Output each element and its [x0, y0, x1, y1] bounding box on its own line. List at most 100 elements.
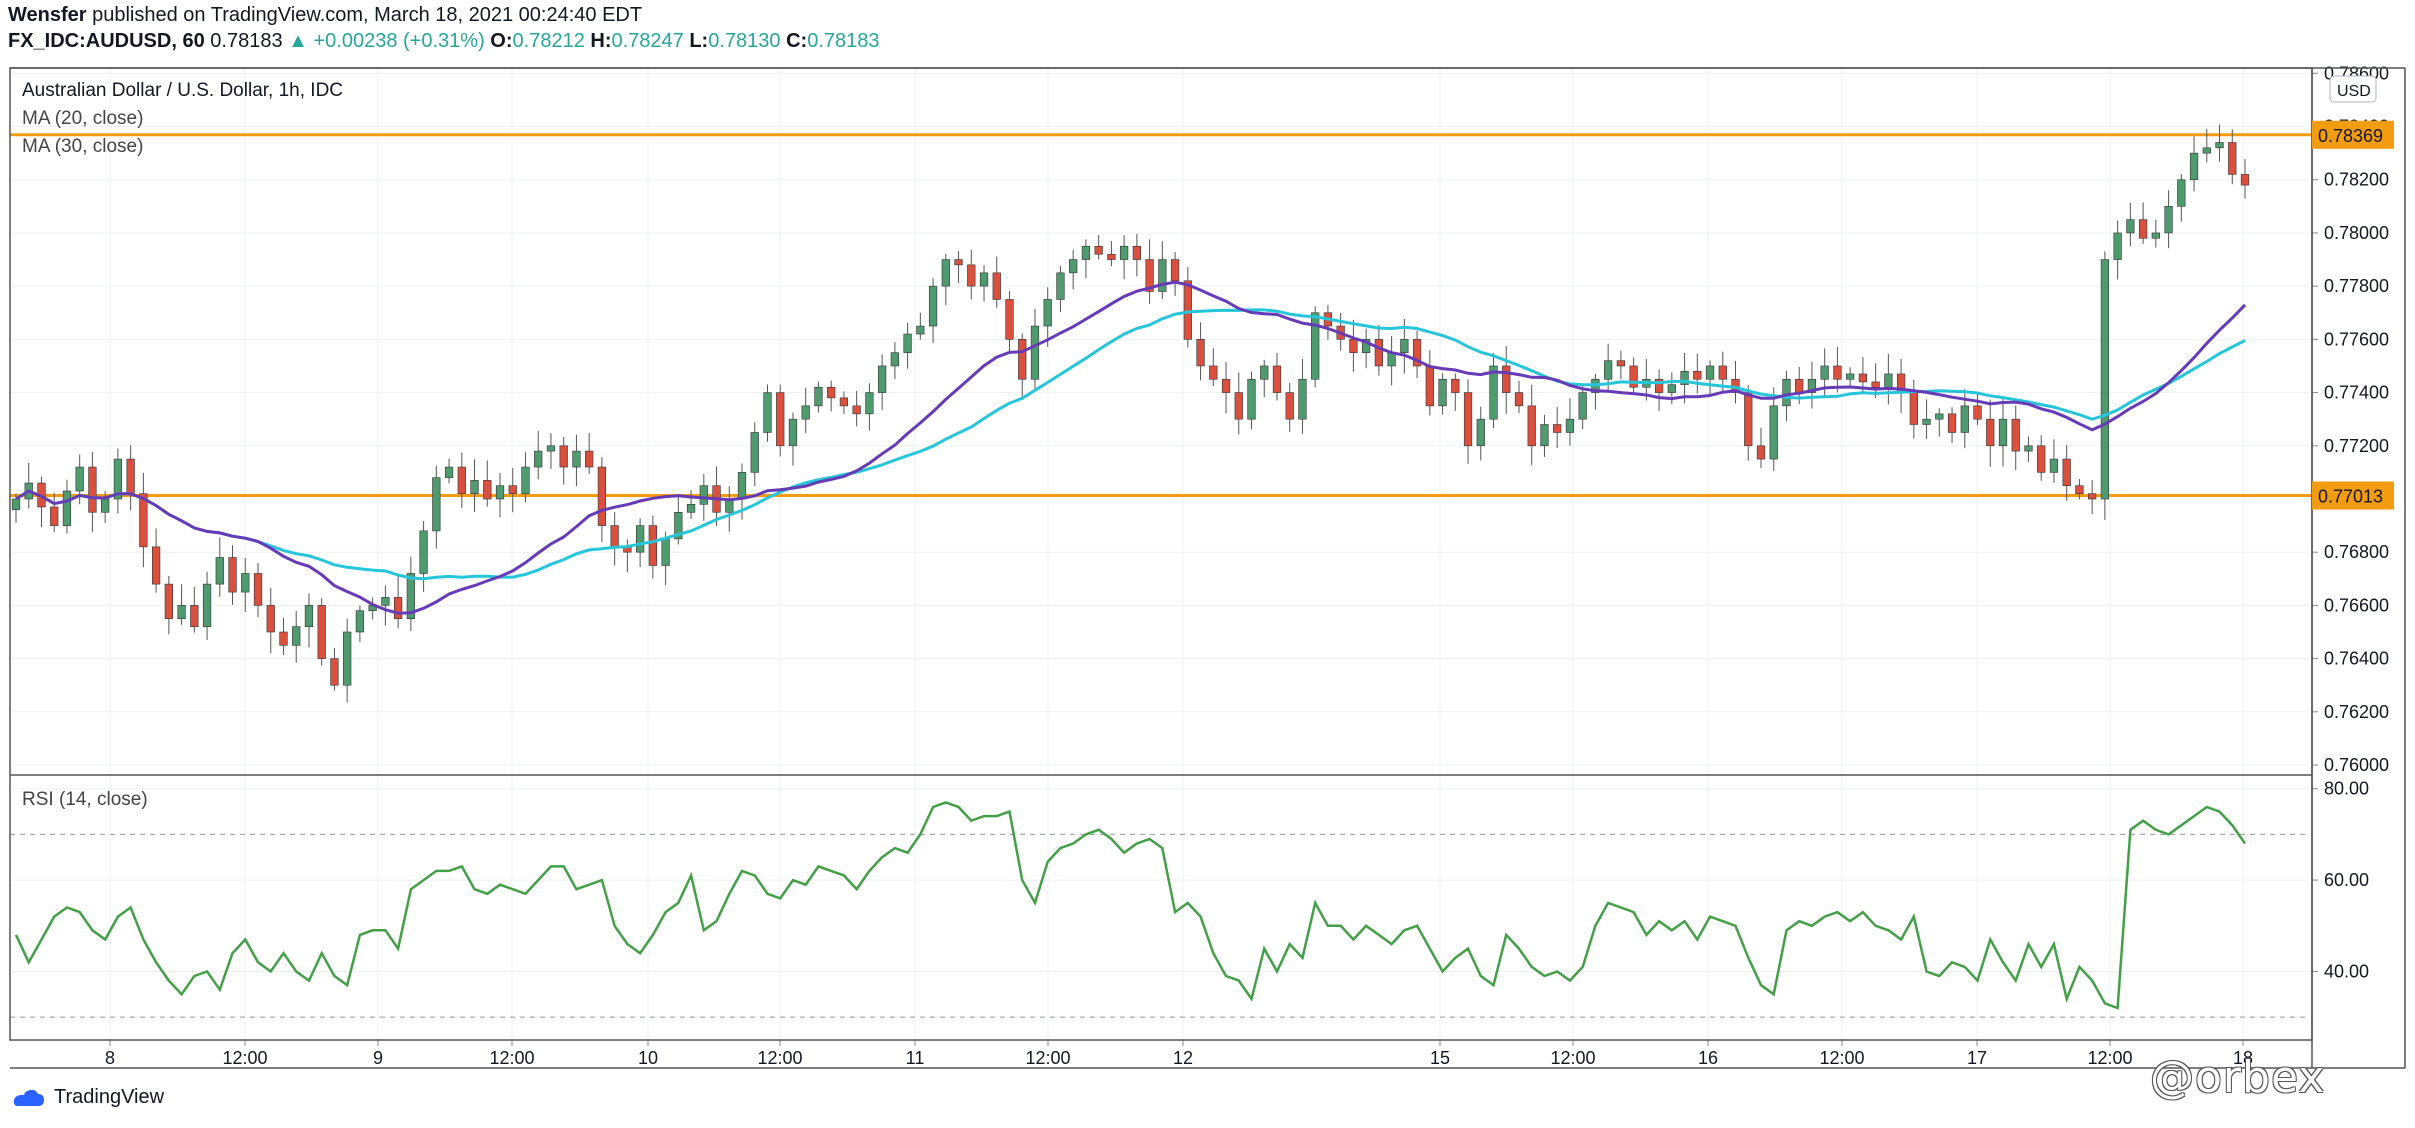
rsi-axis[interactable]: 80.00 60.00 40.00: [2312, 779, 2369, 982]
candle-down: [2138, 219, 2148, 239]
time-tick-label: 10: [638, 1048, 658, 1068]
candle-up: [1820, 365, 1829, 380]
candle-down: [1616, 360, 1626, 367]
rsi-legend[interactable]: RSI (14, close): [22, 789, 148, 810]
grid-lines: [10, 68, 2310, 1040]
candle-up: [2113, 232, 2122, 260]
author-name[interactable]: Wensfer: [8, 4, 87, 26]
candle-up: [444, 466, 454, 478]
candle-up: [241, 573, 250, 593]
candle-up: [432, 477, 441, 532]
candle-down: [1947, 413, 1957, 433]
candle-down: [1349, 339, 1358, 353]
candle-down: [2037, 445, 2046, 473]
candle-down: [1272, 365, 1282, 393]
candle-up: [292, 626, 301, 646]
time-tick-label: 18: [2233, 1048, 2253, 1068]
candle-down: [190, 605, 199, 627]
last-price: 0.78183: [210, 30, 283, 52]
candle-up: [1069, 259, 1078, 274]
candle-up: [1043, 299, 1052, 327]
time-tick-label: 12:00: [222, 1048, 267, 1068]
time-tick-label: 12:00: [489, 1048, 534, 1068]
candle-down: [151, 546, 161, 585]
candle-down: [992, 272, 1001, 300]
candle-down: [139, 493, 148, 548]
price-tick-label: 0.77800: [2324, 276, 2389, 296]
candle-down: [1107, 253, 1116, 260]
candle-down: [967, 264, 976, 287]
rsi-line: [14, 801, 2247, 1010]
price-level-badge[interactable]: [2312, 481, 2394, 510]
price-tick-label: 0.76600: [2324, 595, 2389, 615]
tradingview-logo[interactable]: TradingView: [10, 1086, 164, 1109]
time-tick-label: 17: [1967, 1048, 1987, 1068]
candle-up: [1158, 259, 1167, 292]
published-text: published on TradingView.com, March 18, …: [92, 4, 643, 26]
candle-down: [2011, 418, 2020, 452]
candle-up: [2177, 179, 2186, 207]
symbol-bar: FX_IDC:AUDUSD, 60 0.78183 ▲ +0.00238 (+0…: [8, 30, 880, 53]
candle-down: [1973, 405, 1982, 420]
price-level-badge-label: 0.78369: [2318, 126, 2383, 146]
candle-down: [1412, 339, 1422, 367]
candle-down: [1094, 245, 1103, 255]
candle-up: [941, 259, 950, 287]
horizontal-levels[interactable]: [10, 133, 2312, 498]
candle-down: [1858, 373, 1868, 383]
candle-down: [1654, 378, 1664, 393]
candle-up: [916, 325, 925, 335]
price-tick-label: 0.78000: [2324, 223, 2389, 243]
candle-down: [317, 605, 326, 659]
price-axis[interactable]: 0.786000.784000.782000.780000.778000.776…: [2312, 63, 2389, 775]
candle-up: [1438, 378, 1447, 407]
candle-down: [1221, 378, 1231, 393]
time-axis[interactable]: 8 12:00 9 12:00 10 12:00 11 12:00 12 15 12:00 16 12:…: [105, 1040, 2253, 1068]
candle-up: [1960, 405, 1969, 433]
candle-down: [1234, 392, 1243, 420]
candle-down: [559, 445, 568, 468]
price-level-badge[interactable]: [2312, 120, 2394, 149]
candle-up: [1489, 365, 1498, 420]
candle-up: [750, 432, 759, 473]
candle-down: [954, 259, 963, 266]
time-tick-label: 12: [1173, 1048, 1193, 1068]
candle-up: [419, 530, 428, 574]
candle-down: [585, 450, 594, 468]
low-value: 0.78130: [708, 30, 781, 52]
candle-down: [1693, 370, 1702, 380]
candle-up: [2024, 445, 2033, 452]
close-value: 0.78183: [807, 30, 880, 52]
ma20-legend[interactable]: MA (20, close): [22, 108, 144, 129]
price-change: +0.00238 (+0.31%): [313, 30, 485, 52]
high-value: 0.78247: [611, 30, 684, 52]
candle-down: [597, 466, 607, 526]
time-tick-label: 11: [906, 1048, 925, 1068]
open-value: 0.78212: [512, 30, 585, 52]
candle-up: [890, 352, 899, 367]
candle-down: [330, 658, 339, 686]
candle-down: [1463, 392, 1473, 447]
candle-down: [279, 631, 288, 646]
currency-badge[interactable]: [2329, 75, 2377, 103]
price-badges: 0.78369 0.77013: [2312, 120, 2394, 510]
candle-up: [661, 538, 670, 566]
candle-down: [1451, 378, 1460, 393]
candle-down: [1795, 378, 1804, 393]
publish-info: Wensfer published on TradingView.com, Ma…: [8, 4, 642, 27]
chart-title[interactable]: Australian Dollar / U.S. Dollar, 1h, IDC: [22, 80, 344, 101]
candle-down: [508, 485, 517, 494]
candle-down: [1514, 392, 1524, 407]
candle-down: [776, 392, 785, 447]
ma30-legend[interactable]: MA (30, close): [22, 136, 144, 157]
candle-up: [1604, 360, 1613, 380]
time-tick-label: 9: [373, 1048, 383, 1068]
candle-up: [1884, 373, 1893, 388]
candle-up: [75, 466, 84, 492]
candle-down: [1718, 365, 1727, 380]
price-tick-label: 0.76000: [2324, 755, 2389, 775]
candle-down: [1553, 424, 1562, 433]
candle-up: [1476, 418, 1485, 447]
time-tick-label: 16: [1698, 1048, 1718, 1068]
